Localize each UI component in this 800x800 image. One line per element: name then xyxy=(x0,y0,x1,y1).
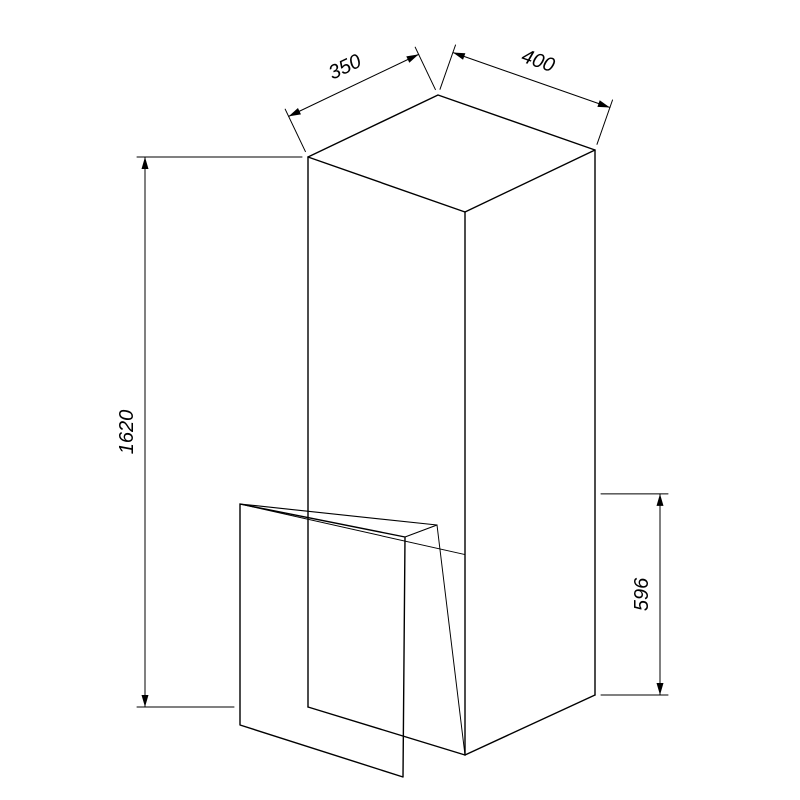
dimension-lines xyxy=(137,45,668,707)
dimension-labels: 350 400 1620 596 xyxy=(116,45,653,611)
dim-width-label: 400 xyxy=(519,45,558,77)
dim-height-lower-label: 596 xyxy=(631,577,653,611)
technical-drawing: 350 400 1620 596 xyxy=(0,0,800,800)
dim-height-total-label: 1620 xyxy=(116,410,138,455)
dim-depth-label: 350 xyxy=(325,50,365,84)
cabinet-outline xyxy=(240,95,595,777)
